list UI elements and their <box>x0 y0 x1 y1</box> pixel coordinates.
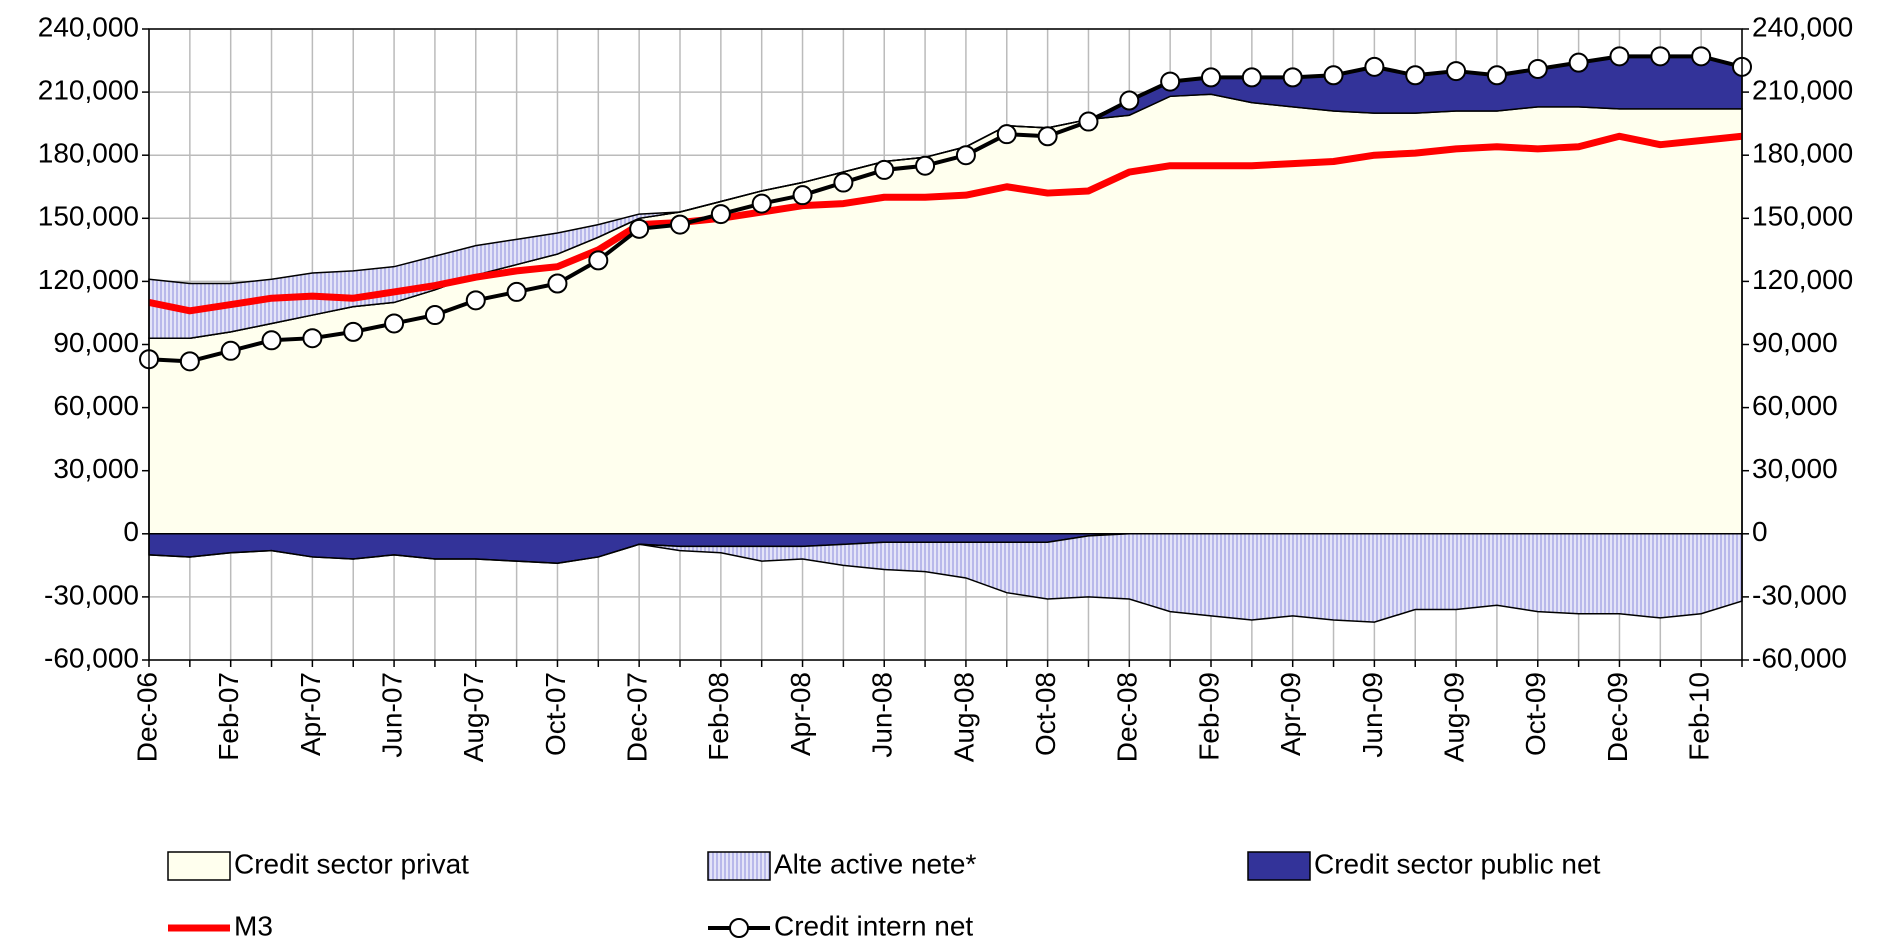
point <box>1568 52 1589 73</box>
y2-tick-label: -30,000 <box>1752 579 1847 610</box>
x-tick-label: Aug-08 <box>948 672 979 762</box>
point <box>1609 46 1630 67</box>
point <box>1650 46 1671 67</box>
point <box>1364 56 1385 77</box>
point <box>670 214 690 235</box>
point <box>1037 126 1058 147</box>
point <box>179 351 200 372</box>
y-tick-label: -30,000 <box>44 579 139 610</box>
legend-label: M3 <box>234 910 273 941</box>
x-tick-label: Jun-09 <box>1357 672 1388 758</box>
y-tick-label: 150,000 <box>38 201 139 232</box>
point <box>424 305 445 326</box>
y-tick-label: 90,000 <box>53 327 139 358</box>
y-tick-label: -60,000 <box>44 642 139 673</box>
y2-tick-label: 210,000 <box>1752 74 1853 105</box>
point <box>629 218 650 239</box>
x-tick-label: Feb-09 <box>1193 672 1224 761</box>
x-tick-label: Dec-07 <box>622 672 653 762</box>
point <box>874 159 895 180</box>
y-tick-label: 120,000 <box>38 264 139 295</box>
x-tick-label: Dec-06 <box>131 672 162 762</box>
point <box>1078 111 1099 132</box>
y2-tick-label: 240,000 <box>1752 11 1853 42</box>
point <box>1527 58 1548 79</box>
y2-tick-label: 30,000 <box>1752 453 1838 484</box>
x-tick-label: Feb-07 <box>213 672 244 761</box>
point <box>710 204 731 225</box>
legend-label: Credit intern net <box>774 910 973 941</box>
y-tick-label: 60,000 <box>53 390 139 421</box>
y2-tick-label: 60,000 <box>1752 390 1838 421</box>
point <box>465 290 486 311</box>
x-tick-label: Dec-08 <box>1112 672 1143 762</box>
point <box>343 321 364 342</box>
point <box>1486 65 1507 86</box>
y-tick-label: 180,000 <box>38 138 139 169</box>
point <box>588 250 609 271</box>
x-tick-label: Feb-08 <box>703 672 734 761</box>
point <box>915 155 936 176</box>
line <box>148 132 1743 315</box>
y-tick-label: 240,000 <box>38 11 139 42</box>
point <box>1446 61 1467 82</box>
point <box>1405 65 1426 86</box>
point <box>1691 46 1712 67</box>
x-tick-label: Apr-09 <box>1275 672 1306 756</box>
y2-tick-label: 150,000 <box>1752 201 1853 232</box>
line <box>148 54 1743 364</box>
point <box>220 340 241 361</box>
point <box>384 313 405 334</box>
point <box>1160 71 1181 92</box>
legend-swatch <box>707 851 771 881</box>
y2-tick-label: 0 <box>1752 516 1768 547</box>
legend-label: Credit sector privat <box>234 848 469 879</box>
y-tick-label: 210,000 <box>38 74 139 105</box>
x-tick-label: Oct-07 <box>540 672 571 756</box>
y2-tick-label: 180,000 <box>1752 138 1853 169</box>
x-tick-label: Apr-07 <box>295 672 326 756</box>
y2-tick-label: -60,000 <box>1752 642 1847 673</box>
point <box>1201 67 1221 88</box>
point <box>1323 65 1344 86</box>
y2-tick-label: 120,000 <box>1752 264 1853 295</box>
legend-swatch <box>167 851 231 881</box>
x-tick-label: Dec-09 <box>1602 672 1633 762</box>
point <box>792 185 813 206</box>
point <box>996 124 1017 145</box>
x-tick-label: Jun-08 <box>867 672 898 758</box>
point <box>1119 90 1140 111</box>
legend-label: Credit sector public net <box>1314 848 1601 879</box>
x-tick-label: Apr-08 <box>785 672 816 756</box>
point <box>547 273 568 294</box>
x-tick-label: Jun-07 <box>376 672 407 758</box>
point <box>506 281 527 302</box>
x-tick-label: Feb-10 <box>1684 672 1715 761</box>
y2-tick-label: 90,000 <box>1752 327 1838 358</box>
x-tick-label: Oct-08 <box>1030 672 1061 756</box>
x-tick-label: Oct-09 <box>1520 672 1551 756</box>
x-tick-label: Aug-07 <box>458 672 489 762</box>
point <box>1282 67 1303 88</box>
point <box>751 193 772 214</box>
y-tick-label: 0 <box>123 516 139 547</box>
point <box>302 328 323 349</box>
legend-swatch <box>1247 851 1311 881</box>
y-tick-label: 30,000 <box>53 453 139 484</box>
point <box>833 172 854 193</box>
legend-label: Alte active nete* <box>774 848 976 879</box>
point <box>261 330 282 351</box>
point <box>955 145 976 166</box>
point <box>1241 67 1262 88</box>
legend-marker <box>729 918 749 938</box>
x-tick-label: Aug-09 <box>1438 672 1469 762</box>
